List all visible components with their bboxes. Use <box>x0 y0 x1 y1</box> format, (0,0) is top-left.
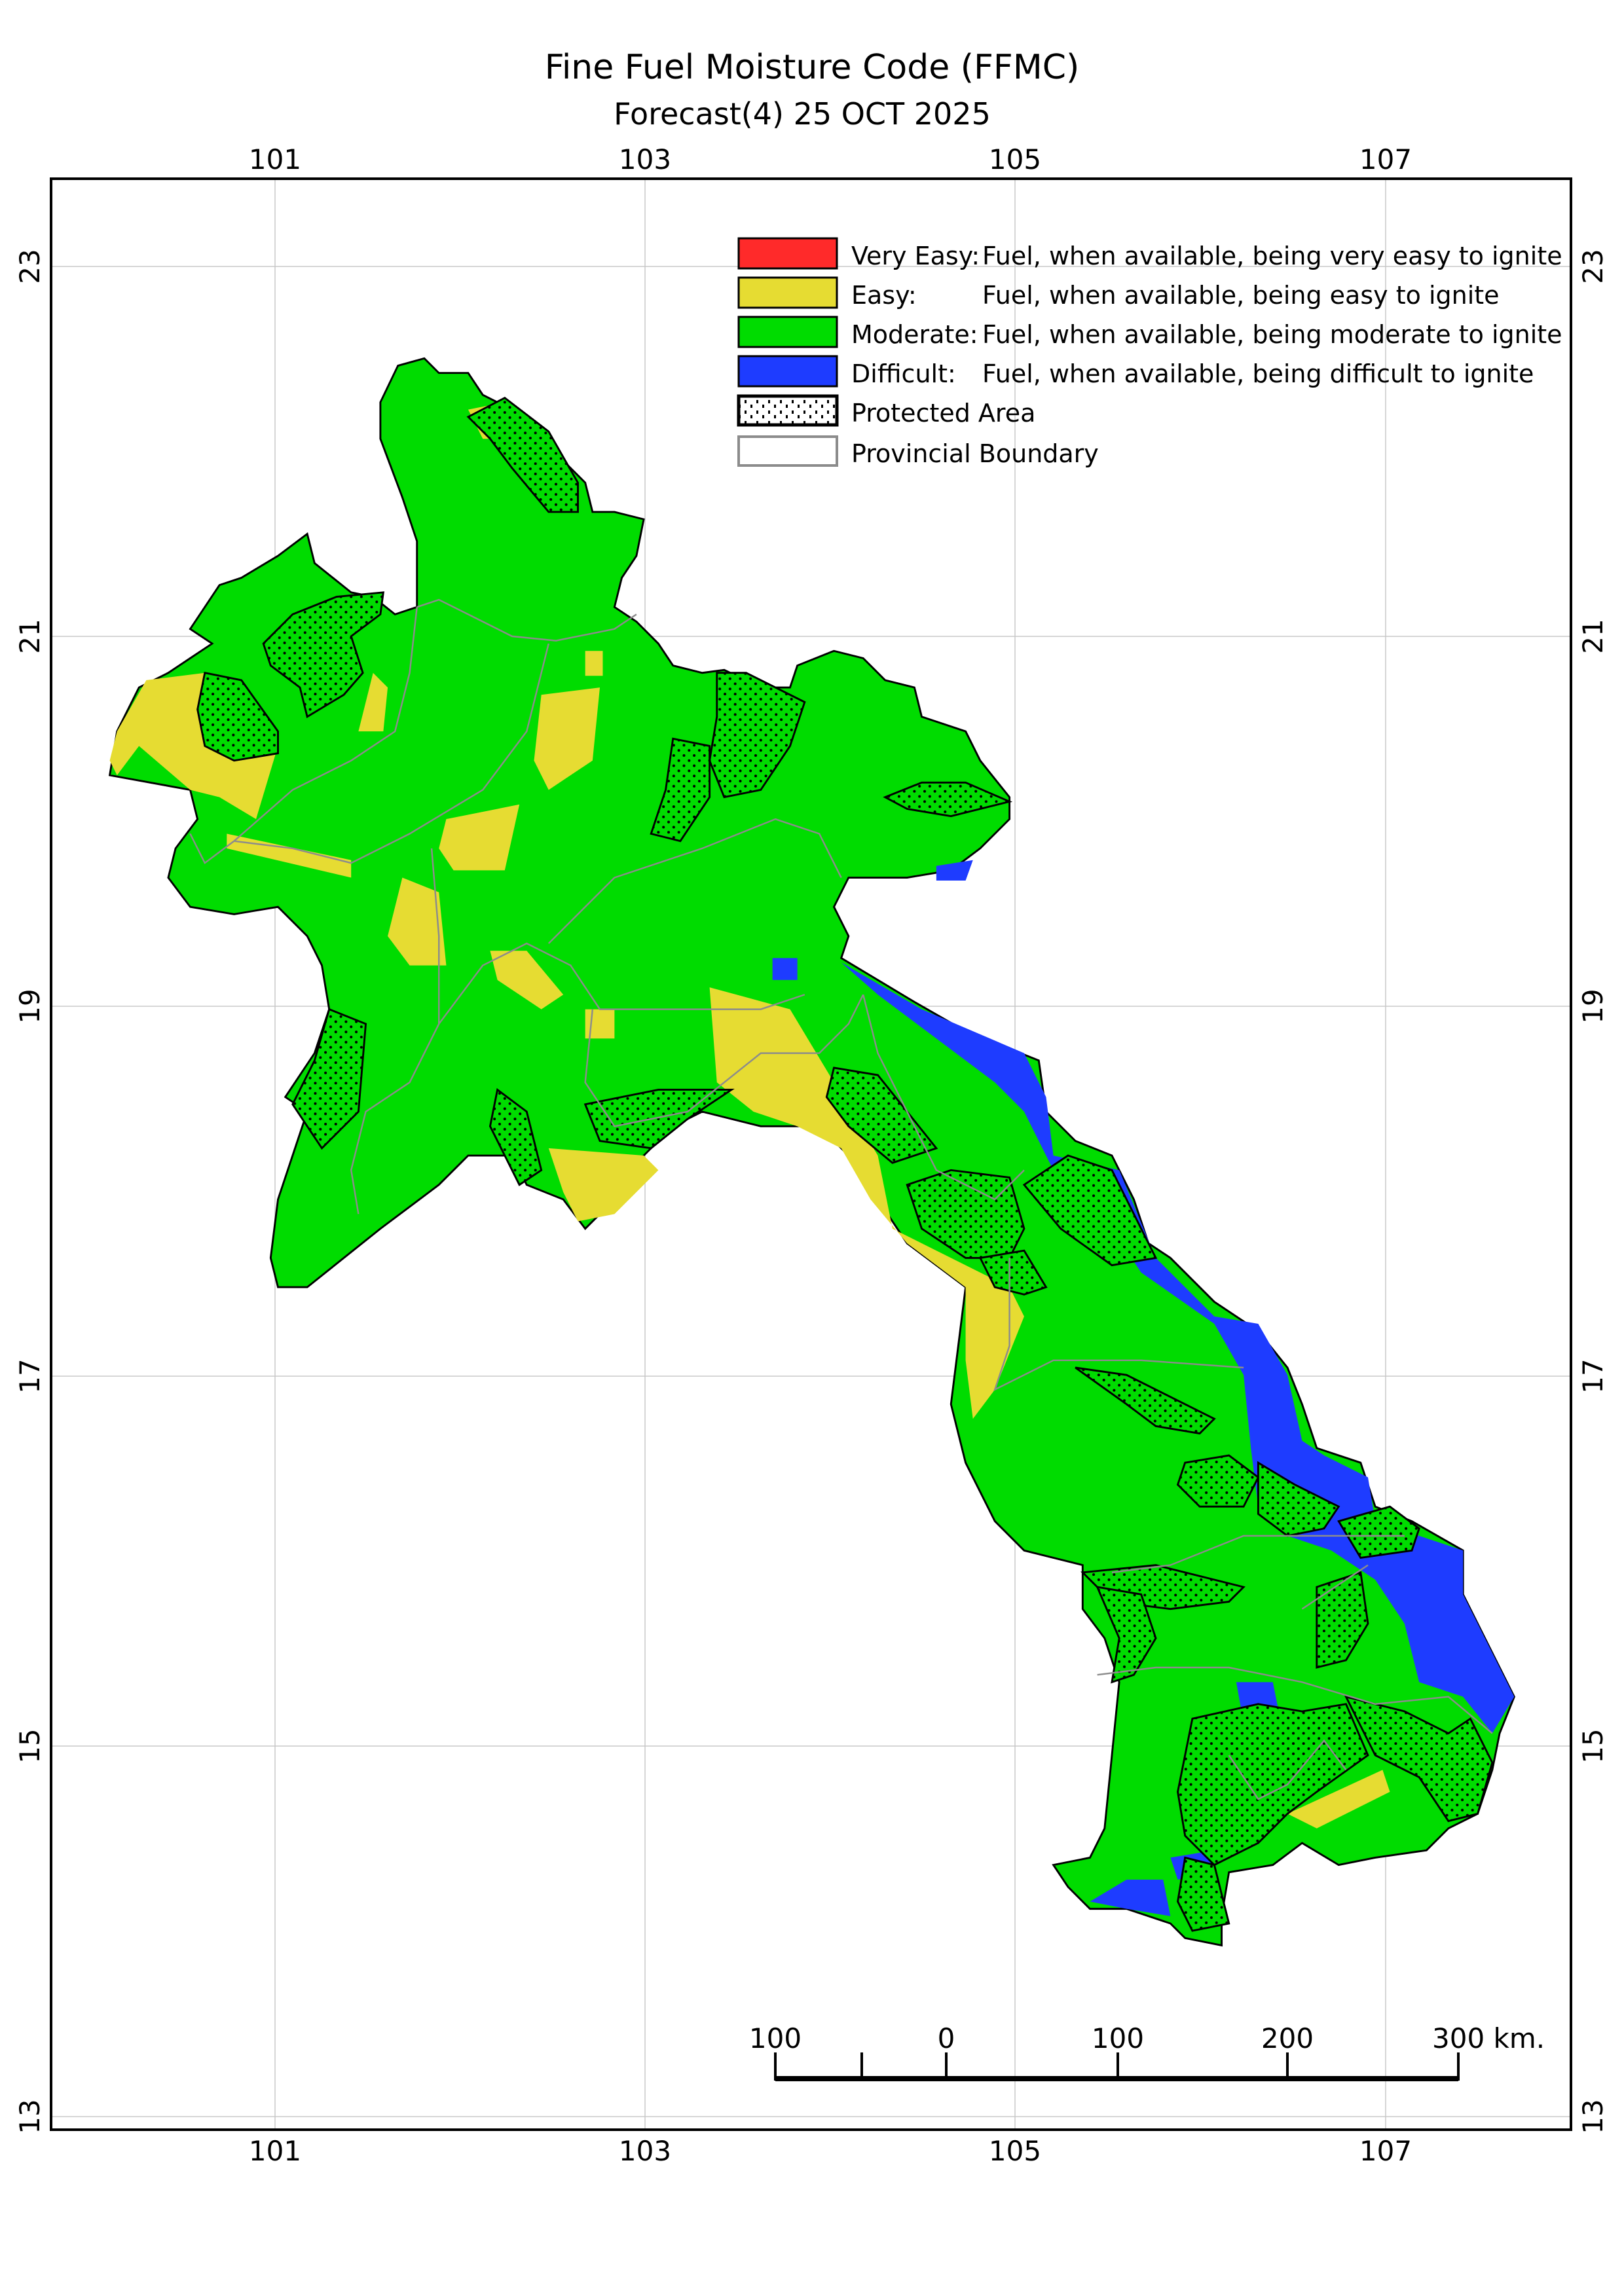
lat-label: 19 <box>1577 989 1609 1023</box>
legend-description: Fuel, when available, being difficult to… <box>982 359 1534 388</box>
longitude-labels-top: 101 103 105 107 <box>249 143 1412 175</box>
legend-label: Protected Area <box>851 399 1035 428</box>
legend-description: Fuel, when available, being easy to igni… <box>982 281 1500 310</box>
lon-label: 101 <box>249 2135 301 2167</box>
legend-description: Fuel, when available, being very easy to… <box>982 242 1562 270</box>
map-frame <box>50 177 1572 2131</box>
lon-label: 103 <box>619 143 671 175</box>
easy-areas <box>109 402 1390 1829</box>
lon-label: 107 <box>1359 2135 1412 2167</box>
scale-bar: 100 0 100 200 300 km. <box>749 2022 1545 2081</box>
legend-swatch-difficult <box>737 355 838 388</box>
scale-label: 0 <box>938 2022 955 2054</box>
legend-swatch-easy <box>737 276 838 309</box>
legend-label: Provincial Boundary <box>851 439 1099 468</box>
lon-label: 101 <box>249 143 301 175</box>
lat-label: 17 <box>14 1358 46 1393</box>
legend-swatch-moderate <box>737 316 838 348</box>
legend-label: Difficult: <box>851 359 956 388</box>
legend-label: Moderate: <box>851 320 978 349</box>
legend-swatch-very-easy <box>737 237 838 270</box>
lat-label: 19 <box>14 989 46 1023</box>
map-subtitle: Forecast(4) 25 OCT 2025 <box>614 96 991 132</box>
legend-swatch-provincial-boundary <box>737 435 838 467</box>
lon-label: 105 <box>989 143 1041 175</box>
longitude-labels-bottom: 101 103 105 107 <box>249 2135 1412 2167</box>
latitude-labels-right: 23 21 19 17 15 13 <box>1577 249 1609 2134</box>
scale-label: 200 <box>1261 2022 1314 2054</box>
provincial-boundaries <box>189 598 1493 1800</box>
legend-label: Very Easy: <box>851 242 980 270</box>
lat-label: 23 <box>14 249 46 283</box>
scale-label: 100 <box>1092 2022 1144 2054</box>
lat-label: 21 <box>14 619 46 653</box>
latitude-labels-left: 23 21 19 17 15 13 <box>14 249 46 2134</box>
lon-label: 107 <box>1359 143 1412 175</box>
lat-label: 17 <box>1577 1358 1609 1393</box>
lat-label: 15 <box>1577 1728 1609 1763</box>
lat-label: 23 <box>1577 249 1609 283</box>
scale-label: 300 km. <box>1432 2022 1545 2054</box>
lon-label: 103 <box>619 2135 671 2167</box>
lat-label: 15 <box>14 1728 46 1763</box>
legend-label: Easy: <box>851 281 917 310</box>
lat-label: 13 <box>14 2099 46 2134</box>
lat-label: 21 <box>1577 619 1609 653</box>
laos-moderate-area <box>108 357 1515 1947</box>
legend-description: Fuel, when available, being moderate to … <box>982 320 1562 349</box>
scale-label: 100 <box>749 2022 802 2054</box>
lat-label: 13 <box>1577 2099 1609 2134</box>
map-title: Fine Fuel Moisture Code (FFMC) <box>545 48 1080 87</box>
legend: Very Easy: Fuel, when available, being v… <box>737 237 1562 468</box>
legend-swatch-protected-area <box>737 394 839 427</box>
protected-areas <box>196 396 1494 1932</box>
lon-label: 105 <box>989 2135 1041 2167</box>
